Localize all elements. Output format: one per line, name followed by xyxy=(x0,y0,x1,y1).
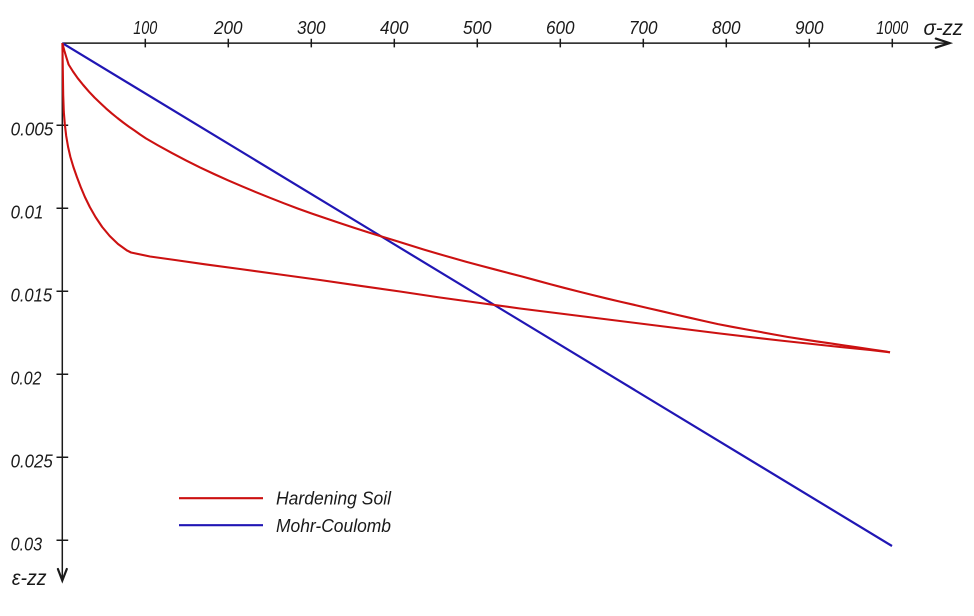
svg-text:500: 500 xyxy=(463,18,492,38)
svg-text:ε-zz: ε-zz xyxy=(12,567,47,590)
svg-text:Mohr-Coulomb: Mohr-Coulomb xyxy=(276,516,391,536)
svg-text:0.01: 0.01 xyxy=(11,202,44,222)
svg-text:0.02: 0.02 xyxy=(11,368,42,388)
svg-text:400: 400 xyxy=(380,18,409,38)
svg-text:800: 800 xyxy=(712,18,741,38)
svg-text:σ-zz: σ-zz xyxy=(924,17,964,40)
svg-text:700: 700 xyxy=(629,18,658,38)
svg-text:1000: 1000 xyxy=(876,18,908,38)
svg-text:0.025: 0.025 xyxy=(11,451,54,471)
svg-text:300: 300 xyxy=(297,18,326,38)
svg-text:600: 600 xyxy=(546,18,575,38)
svg-text:Hardening Soil: Hardening Soil xyxy=(276,489,392,509)
svg-text:0.03: 0.03 xyxy=(11,534,42,554)
svg-text:900: 900 xyxy=(795,18,824,38)
svg-text:0.005: 0.005 xyxy=(11,119,55,139)
svg-text:200: 200 xyxy=(213,18,242,38)
svg-text:0.015: 0.015 xyxy=(11,285,53,305)
svg-text:100: 100 xyxy=(133,18,157,38)
